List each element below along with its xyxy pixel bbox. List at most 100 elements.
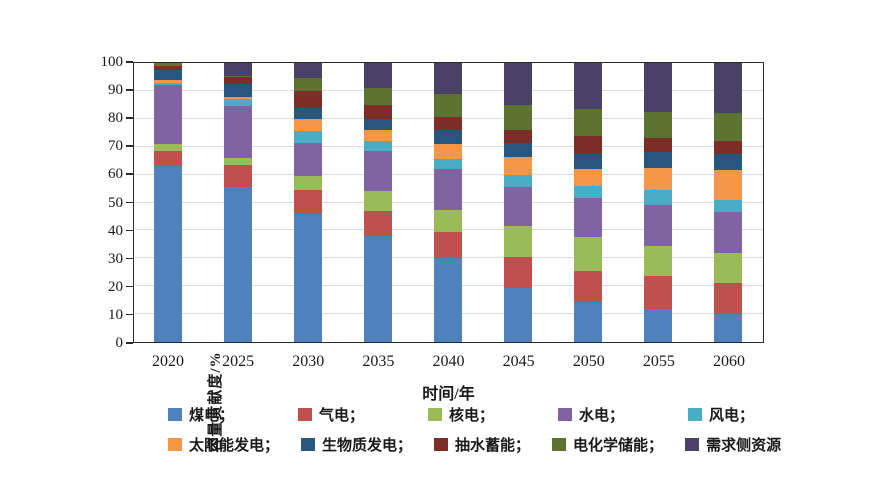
legend-label: 核电； bbox=[449, 408, 495, 424]
bar-segment bbox=[504, 256, 533, 288]
stacked-bar-2045 bbox=[504, 63, 533, 342]
bar-segment bbox=[434, 231, 462, 259]
bar-segment bbox=[223, 83, 252, 97]
bar-segment bbox=[223, 187, 252, 342]
bar-segment bbox=[223, 157, 252, 165]
legend-label: 抽水蓄能； bbox=[455, 438, 531, 454]
legend-swatch bbox=[298, 408, 312, 421]
y-tick-mark bbox=[126, 89, 133, 91]
x-tick-label: 2055 bbox=[642, 353, 675, 370]
bar-segment bbox=[644, 308, 673, 342]
legend-item: 煤电； bbox=[168, 404, 298, 425]
x-tick-label: 2060 bbox=[712, 353, 745, 370]
bar-segment bbox=[574, 153, 603, 170]
legend-item: 核电； bbox=[428, 404, 558, 425]
y-tick-label: 20 bbox=[108, 278, 123, 295]
legend-row-2: 太阳能发电； 生物质发电； 抽水蓄能； 电化学储能； 需求侧资源 bbox=[168, 434, 803, 455]
bar-segment bbox=[574, 270, 603, 302]
bar-segment bbox=[574, 301, 603, 342]
bar-segment bbox=[293, 107, 322, 119]
y-tick-mark bbox=[126, 145, 133, 147]
bar-segment bbox=[644, 152, 673, 168]
legend-label: 煤电； bbox=[189, 408, 235, 424]
y-tick-label: 70 bbox=[108, 138, 123, 155]
legend-swatch bbox=[168, 408, 182, 421]
bar-segment bbox=[504, 226, 533, 257]
bar-segment bbox=[644, 63, 673, 112]
bar-segment bbox=[574, 63, 603, 110]
y-tick-mark bbox=[126, 201, 133, 204]
bar-segment bbox=[644, 205, 673, 246]
legend-label: 太阳能发电； bbox=[189, 438, 280, 454]
legend-label: 水电； bbox=[579, 408, 625, 424]
legend-item: 需求侧资源 bbox=[685, 434, 781, 455]
legend-item: 抽水蓄能； bbox=[434, 434, 530, 455]
bar-segment bbox=[153, 63, 182, 66]
bar-segment bbox=[504, 104, 533, 131]
y-tick-mark bbox=[126, 117, 133, 119]
stacked-bar-2040 bbox=[434, 63, 462, 342]
bar-segment bbox=[644, 167, 673, 190]
legend-row-1: 煤电； 气电； 核电； 水电； 风电； bbox=[168, 404, 818, 425]
x-tick-label: 2040 bbox=[432, 353, 465, 370]
bar-segment bbox=[153, 150, 182, 167]
legend-swatch bbox=[552, 438, 567, 451]
y-tick-mark bbox=[126, 61, 133, 63]
bar-segment bbox=[504, 187, 533, 227]
bar-segment bbox=[434, 169, 462, 210]
y-tick-label: 40 bbox=[108, 222, 123, 239]
bar-segment bbox=[504, 287, 533, 342]
bar-segment bbox=[363, 63, 392, 89]
bar-segment bbox=[363, 104, 392, 119]
bar-segment bbox=[434, 130, 462, 144]
bar-segment bbox=[363, 191, 392, 211]
bar-segment bbox=[714, 199, 743, 213]
legend-swatch bbox=[301, 438, 316, 451]
bar-segment bbox=[714, 212, 743, 253]
y-tick-label: 60 bbox=[108, 166, 123, 183]
y-tick-label: 100 bbox=[100, 54, 124, 70]
bar-segment bbox=[574, 135, 603, 154]
bar-segment bbox=[223, 99, 252, 107]
bar-segment bbox=[363, 210, 392, 236]
bar-segment bbox=[293, 90, 322, 108]
legend-label: 风电； bbox=[709, 408, 755, 424]
stacked-bar-2020 bbox=[153, 63, 182, 342]
bar-segment bbox=[504, 174, 533, 188]
bar-segment bbox=[574, 109, 603, 136]
x-tick-label: 2030 bbox=[292, 353, 325, 370]
bar-segment bbox=[363, 88, 392, 105]
bar-segment bbox=[293, 176, 322, 190]
bar-segment bbox=[223, 106, 252, 158]
bar-segment bbox=[363, 130, 392, 142]
y-tick-mark bbox=[126, 173, 133, 175]
bar-segment bbox=[714, 63, 743, 114]
stacked-bar-2050 bbox=[574, 63, 603, 342]
y-tick-label: 80 bbox=[108, 110, 123, 127]
bar-segment bbox=[153, 166, 182, 342]
legend-item: 太阳能发电； bbox=[168, 434, 279, 455]
legend-item: 生物质发电； bbox=[301, 434, 412, 455]
legend-label: 气电； bbox=[319, 408, 365, 424]
legend-item: 电化学储能； bbox=[552, 434, 663, 455]
legend-swatch bbox=[558, 408, 572, 421]
bar-segment bbox=[434, 63, 462, 94]
bar-segment bbox=[644, 276, 673, 309]
legend-item: 风电； bbox=[688, 404, 818, 425]
y-tick-label: 50 bbox=[108, 194, 123, 211]
y-tick-label: 10 bbox=[108, 306, 123, 323]
bar-segment bbox=[153, 79, 182, 83]
legend-swatch bbox=[168, 438, 182, 451]
stacked-bar-2030 bbox=[293, 63, 322, 342]
plot-area bbox=[133, 62, 764, 343]
x-tick-label: 2025 bbox=[222, 353, 255, 370]
bar-segment bbox=[293, 142, 322, 177]
bar-segment bbox=[363, 235, 392, 342]
y-tick-mark bbox=[126, 229, 133, 232]
bar-segment bbox=[223, 63, 252, 76]
bar-segment bbox=[363, 118, 392, 130]
bar-segment bbox=[714, 170, 743, 200]
bar-segment bbox=[574, 169, 603, 186]
bar-segment bbox=[153, 65, 182, 71]
bar-segment bbox=[434, 93, 462, 118]
